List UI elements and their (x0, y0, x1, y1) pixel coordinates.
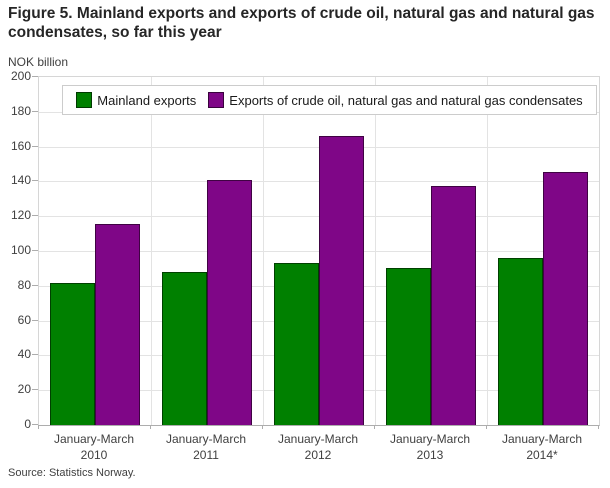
y-tick-mark (32, 320, 38, 321)
y-tick-mark (32, 250, 38, 251)
y-tick-label: 20 (17, 382, 31, 396)
y-tick-label: 80 (17, 278, 31, 292)
y-tick-mark (32, 146, 38, 147)
y-tick-label: 40 (17, 347, 31, 361)
x-tick-mark (150, 425, 151, 429)
bar-series-1-category-1 (207, 180, 252, 425)
bar-series-0-category-1 (162, 272, 207, 425)
y-axis: 0 20 40 60 80 100 120 140 160 180 200 (0, 0, 31, 488)
y-tick-label: 0 (24, 417, 31, 431)
x-tick-mark (486, 425, 487, 429)
x-axis: January-March 2010 January-March 2011 Januar… (0, 431, 610, 467)
source-text: Source: Statistics Norway. (8, 467, 136, 479)
y-tick-label: 200 (10, 69, 31, 83)
x-tick-label: January-March 2011 (165, 432, 247, 463)
y-tick-mark (32, 285, 38, 286)
y-tick-label: 60 (17, 313, 31, 327)
gridline-vertical (487, 77, 488, 425)
y-tick-label: 100 (10, 243, 31, 257)
legend-item-mainland-exports: Mainland exports (76, 92, 196, 108)
x-tick-label: January-March 2010 (53, 432, 135, 463)
gridline-vertical (375, 77, 376, 425)
legend-label-mainland-exports: Mainland exports (97, 92, 197, 108)
plot-area (38, 76, 600, 426)
gridline-vertical (263, 77, 264, 425)
bar-series-0-category-3 (386, 268, 431, 425)
x-tick-label: January-March 2012 (277, 432, 359, 463)
bar-series-1-category-2 (319, 136, 364, 425)
x-tick-label: January-March 2013 (389, 432, 471, 463)
bar-series-0-category-4 (498, 258, 543, 425)
figure-title: Figure 5. Mainland exports and exports o… (8, 5, 595, 41)
y-tick-label: 160 (10, 139, 31, 153)
x-tick-mark (262, 425, 263, 429)
bar-series-1-category-0 (95, 224, 140, 425)
y-tick-mark (32, 76, 38, 77)
y-tick-mark (32, 111, 38, 112)
y-tick-mark (32, 424, 38, 425)
y-tick-mark (32, 389, 38, 390)
y-tick-mark (32, 354, 38, 355)
y-tick-label: 140 (10, 173, 31, 187)
y-tick-mark (32, 180, 38, 181)
legend-swatch-1 (208, 92, 225, 108)
y-tick-mark (32, 215, 38, 216)
bar-series-1-category-3 (431, 186, 476, 425)
x-tick-mark (374, 425, 375, 429)
legend-swatch-0 (76, 92, 93, 108)
legend: Mainland exports Exports of crude oil, n… (62, 85, 597, 115)
legend-label-oil-gas-exports: Exports of crude oil, natural gas and na… (229, 92, 583, 108)
y-tick-label: 180 (10, 104, 31, 118)
gridline-vertical (151, 77, 152, 425)
x-tick-mark (598, 425, 599, 429)
y-axis-unit-label: NOK billion (8, 55, 69, 69)
bar-series-1-category-4 (543, 172, 588, 425)
x-tick-mark (38, 425, 39, 429)
bar-series-0-category-2 (274, 263, 319, 425)
x-tick-label: January-March 2014* (501, 432, 583, 463)
y-tick-label: 120 (10, 208, 31, 222)
bar-series-0-category-0 (50, 283, 95, 425)
legend-item-oil-gas-exports: Exports of crude oil, natural gas and na… (208, 92, 583, 108)
